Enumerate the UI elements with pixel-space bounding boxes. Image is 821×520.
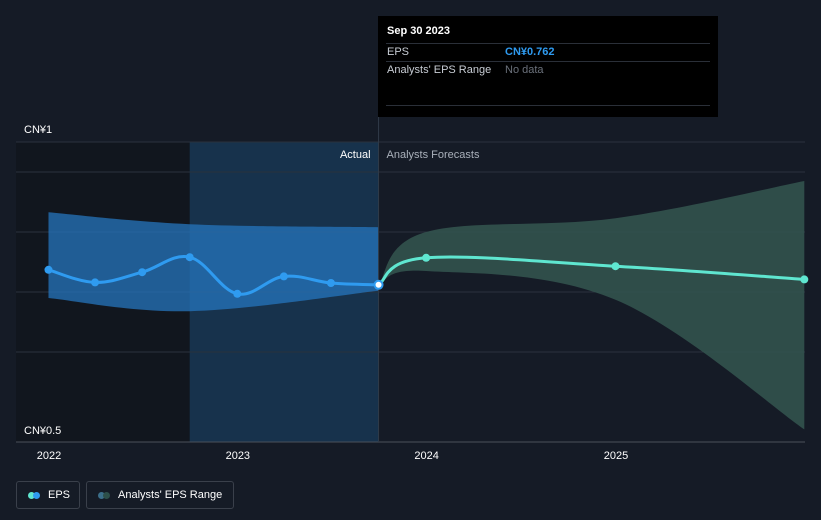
actual-eps-point bbox=[279, 272, 288, 281]
tooltip-eps-value: CN¥0.762 bbox=[505, 46, 555, 58]
actual-eps-point bbox=[138, 268, 147, 277]
forecast-eps-point bbox=[422, 253, 431, 262]
forecast-eps-point bbox=[611, 262, 620, 271]
tooltip-eps-label: EPS bbox=[387, 46, 410, 58]
x-tick-label: 2022 bbox=[37, 450, 61, 462]
tooltip-row-range: Analysts' EPS Range No data bbox=[386, 61, 710, 79]
forecast-eps-point bbox=[800, 275, 809, 284]
actual-eps-point bbox=[44, 265, 53, 274]
actual-eps-point bbox=[185, 253, 194, 262]
tooltip: Sep 30 2023 EPS CN¥0.762 Analysts' EPS R… bbox=[378, 16, 718, 117]
actual-eps-line bbox=[46, 255, 381, 296]
legend-eps-label: EPS bbox=[48, 489, 71, 501]
forecast-eps-line bbox=[377, 255, 806, 287]
y-tick-label: CN¥1 bbox=[24, 124, 52, 136]
forecast-label: Analysts Forecasts bbox=[387, 149, 480, 161]
actual-eps-point bbox=[91, 278, 100, 287]
x-tick-label: 2024 bbox=[414, 450, 438, 462]
legend-eps-button[interactable]: EPS bbox=[16, 481, 80, 509]
hovered-eps-point bbox=[373, 279, 384, 290]
actual-eps-point bbox=[326, 279, 335, 287]
tooltip-range-label: Analysts' EPS Range bbox=[387, 64, 492, 76]
actual-range-band bbox=[48, 212, 379, 312]
tooltip-date: Sep 30 2023 bbox=[387, 25, 450, 37]
range-legend-icon bbox=[98, 491, 110, 499]
analysts-eps-range-band bbox=[378, 181, 805, 430]
actual-eps-point bbox=[233, 289, 242, 298]
tooltip-range-value: No data bbox=[505, 64, 544, 76]
actual-label: Actual bbox=[340, 149, 371, 161]
x-tick-label: 2023 bbox=[226, 450, 250, 462]
x-tick-label: 2025 bbox=[604, 450, 628, 462]
eps-legend-icon bbox=[28, 491, 40, 499]
tooltip-divider bbox=[386, 105, 710, 106]
y-tick-label: CN¥0.5 bbox=[24, 425, 61, 437]
legend-range-button[interactable]: Analysts' EPS Range bbox=[86, 481, 234, 509]
tooltip-row-eps: EPS CN¥0.762 bbox=[386, 43, 710, 61]
legend-range-label: Analysts' EPS Range bbox=[118, 489, 223, 501]
